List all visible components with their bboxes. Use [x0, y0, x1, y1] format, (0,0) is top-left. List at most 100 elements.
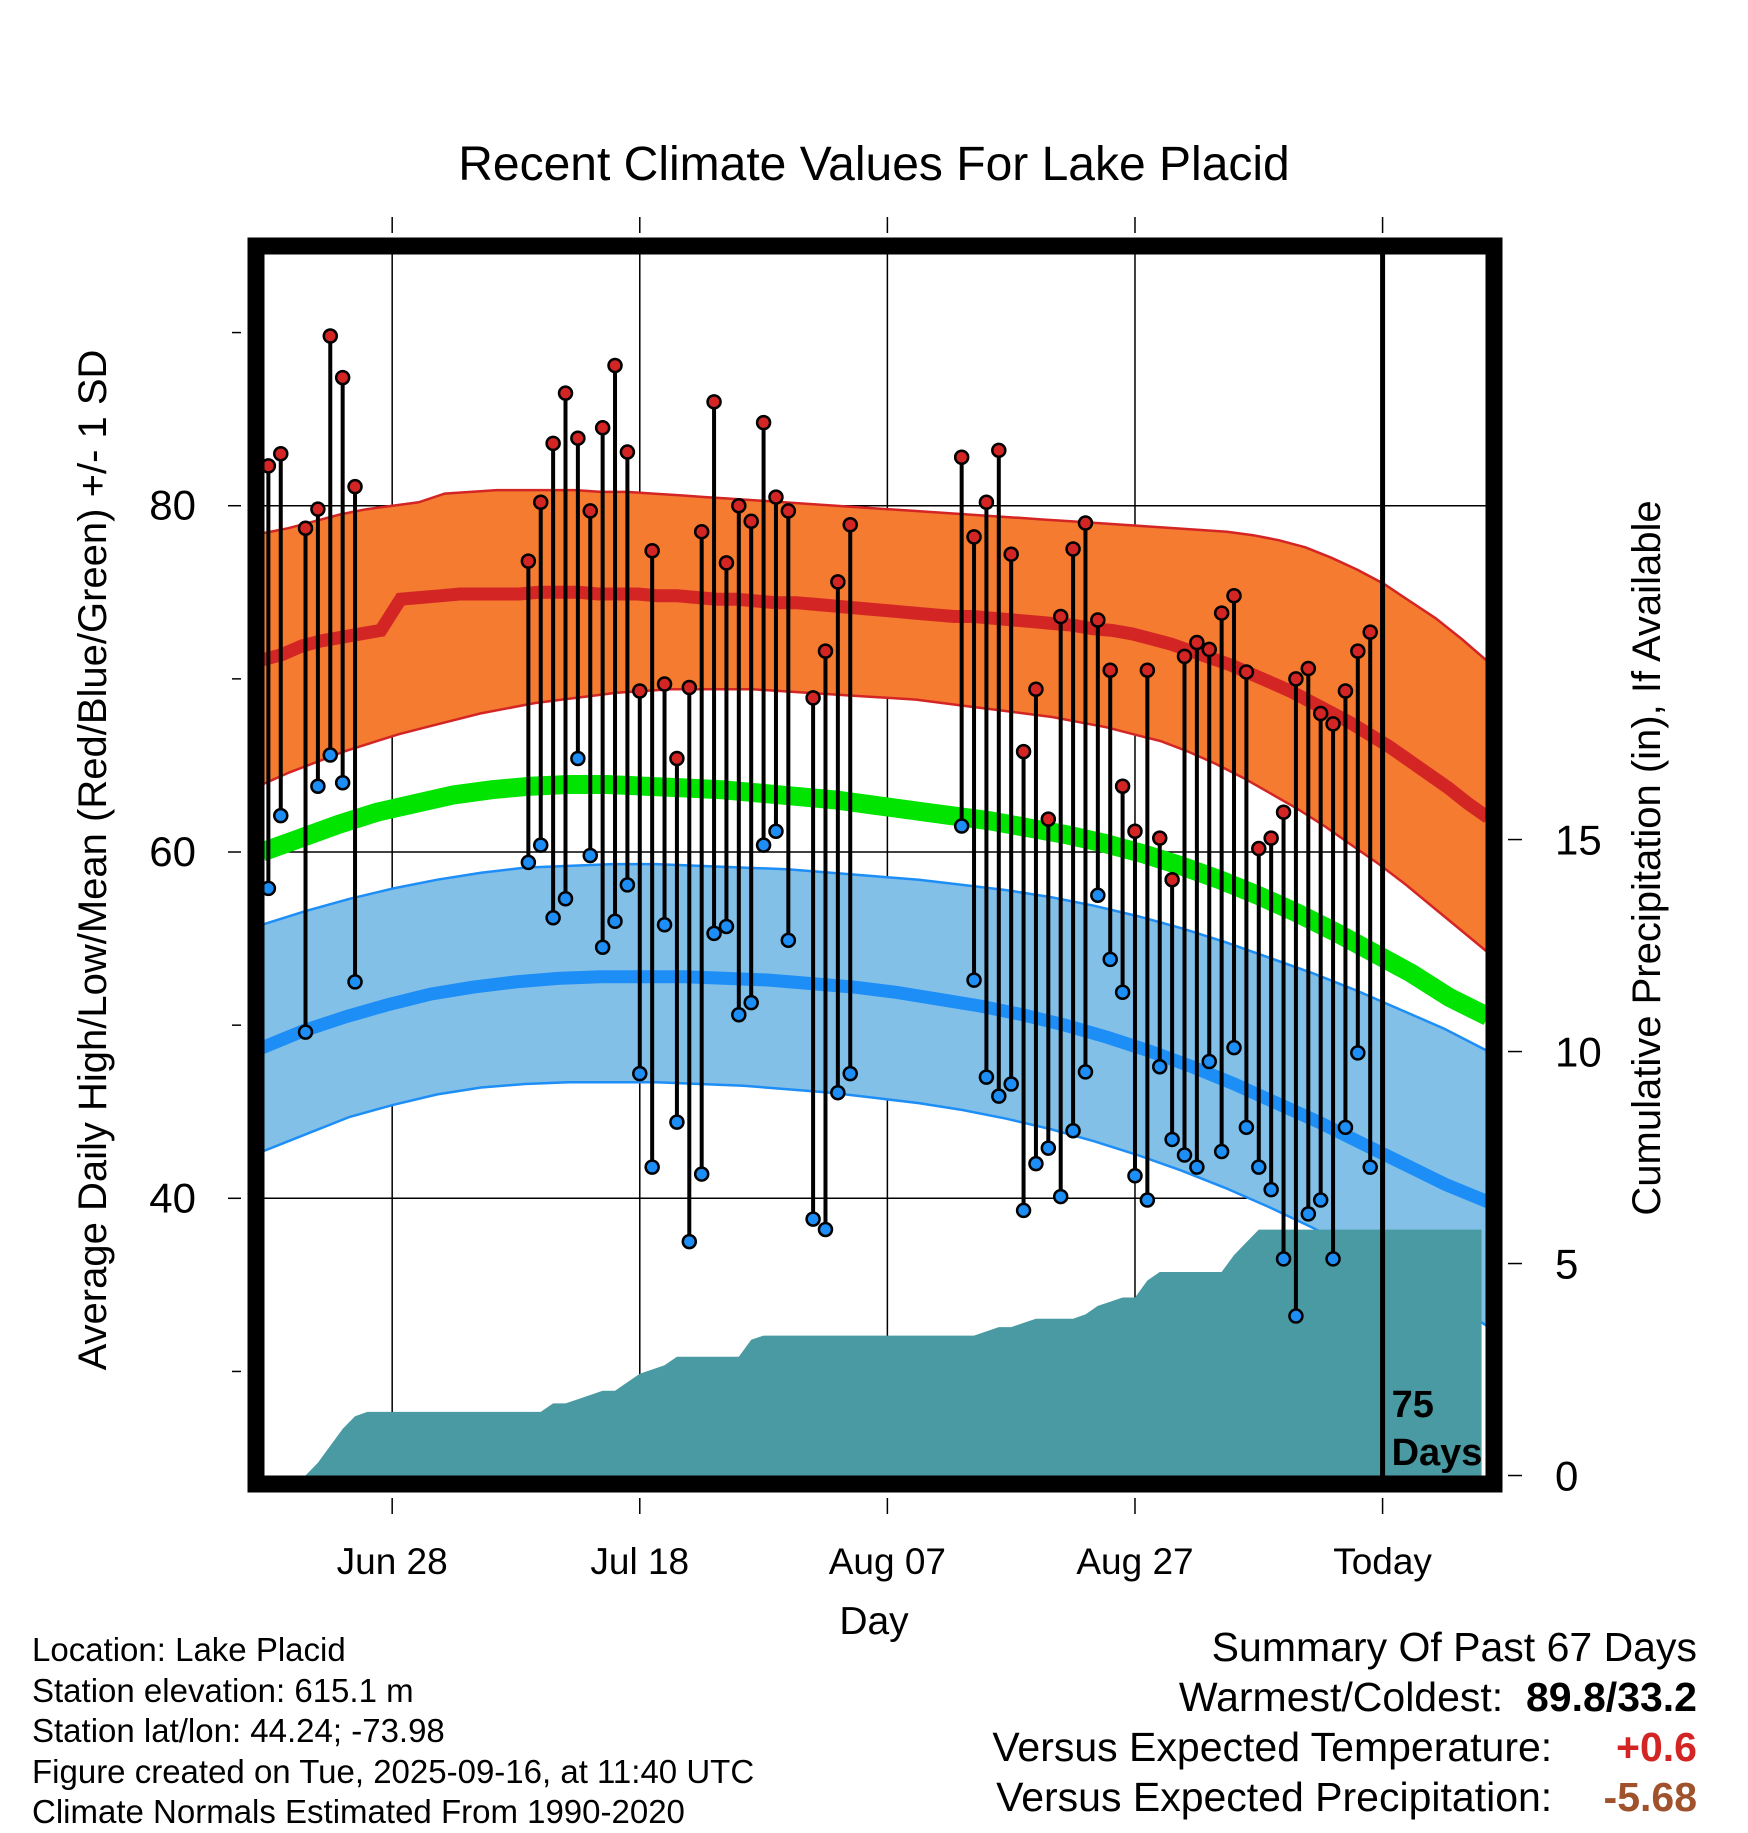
daily-low-point [768, 823, 784, 839]
daily-high-point [1251, 840, 1267, 857]
daily-high-point [780, 503, 797, 519]
daily-low-point [743, 994, 759, 1011]
temp-value: +0.6 [1616, 1724, 1697, 1770]
daily-low-point [1238, 1119, 1255, 1136]
warm-cold-label: Warmest/Coldest: [1178, 1674, 1504, 1720]
daily-high-point [953, 449, 970, 465]
daily-low-point [1040, 1140, 1057, 1156]
daily-high-point [1164, 871, 1180, 888]
daily-high-point [322, 328, 339, 344]
daily-high-point [731, 497, 747, 514]
daily-high-point [582, 503, 599, 519]
summary-temp-row: Versus Expected Temperature: +0.6 [992, 1722, 1697, 1772]
today-days-count: 75 [1392, 1384, 1434, 1426]
daily-high-point [743, 513, 759, 530]
summary-precip-row: Versus Expected Precipitation: -5.68 [992, 1772, 1697, 1822]
x-tick-label: Aug 27 [1076, 1541, 1193, 1582]
precip-tick-label: 0 [1555, 1453, 1578, 1500]
daily-low-point [1003, 1076, 1019, 1092]
location-text: Location: Lake Placid [32, 1631, 346, 1668]
daily-low-point [322, 747, 339, 763]
x-tick-label: Jun 28 [337, 1541, 448, 1582]
daily-high-point [632, 683, 648, 699]
daily-high-point [1077, 515, 1094, 531]
daily-low-point [1028, 1155, 1044, 1172]
daily-low-point [1300, 1206, 1317, 1222]
daily-high-point [830, 574, 846, 590]
daily-low-point [607, 913, 623, 930]
chart-title: Recent Climate Values For Lake Placid [458, 138, 1290, 191]
warm-cold-value: 89.8/33.2 [1526, 1674, 1697, 1720]
daily-low-point [1226, 1039, 1242, 1056]
x-tick-label: Aug 07 [829, 1541, 946, 1582]
daily-high-point [347, 478, 363, 495]
daily-low-point [718, 918, 735, 935]
daily-low-point [1337, 1119, 1354, 1136]
temp-label: Versus Expected Temperature: [992, 1724, 1553, 1770]
daily-low-point [706, 925, 722, 942]
daily-low-point [817, 1221, 834, 1238]
daily-high-point [978, 494, 995, 511]
daily-high-point [1350, 643, 1366, 659]
daily-low-point [1288, 1308, 1304, 1324]
daily-low-point [1164, 1131, 1180, 1148]
latlon-text: Station lat/lon: 44.24; -73.98 [32, 1712, 445, 1749]
daily-high-point [1263, 830, 1279, 846]
daily-low-point [656, 916, 673, 933]
daily-low-point [669, 1114, 685, 1130]
daily-low-point [1176, 1147, 1193, 1163]
daily-high-point [1176, 648, 1193, 665]
daily-low-point [532, 837, 549, 853]
daily-high-point [310, 501, 326, 517]
daily-low-point [1077, 1064, 1094, 1080]
daily-low-point [1201, 1053, 1218, 1070]
daily-high-point [607, 357, 623, 374]
daily-high-point [1226, 588, 1242, 604]
daily-low-point [1189, 1159, 1205, 1175]
daily-high-point [1151, 830, 1168, 846]
daily-high-point [1312, 705, 1329, 722]
daily-low-point [1015, 1202, 1032, 1219]
daily-high-point [594, 420, 611, 436]
daily-low-point [347, 974, 363, 990]
daily-high-point [1015, 743, 1032, 760]
daily-high-point [570, 430, 586, 446]
daily-low-point [1251, 1159, 1267, 1175]
daily-low-point [755, 837, 772, 853]
daily-low-point [1312, 1192, 1329, 1208]
daily-low-point [978, 1069, 995, 1085]
daily-high-point [1065, 541, 1081, 557]
daily-low-point [1127, 1168, 1143, 1184]
normal-high-band-lower-edge [261, 688, 1489, 954]
daily-high-point [1238, 664, 1255, 680]
daily-high-point [1102, 662, 1118, 678]
daily-high-point [334, 369, 351, 386]
daily-high-point [755, 414, 772, 431]
plot-area: 75 Days Jun 28 Jul 18 Aug 07 Aug 27 Today 40 60 8… [149, 217, 1602, 1582]
daily-low-point [780, 932, 797, 949]
daily-high-point [1189, 634, 1205, 651]
daily-low-point [1325, 1251, 1341, 1267]
daily-low-point [557, 891, 574, 907]
daily-high-point [718, 555, 735, 571]
daily-low-point [334, 775, 351, 791]
x-axis-label: Day [839, 1600, 909, 1643]
daily-high-point [1114, 778, 1131, 794]
elevation-text: Station elevation: 615.1 m [32, 1671, 414, 1709]
daily-high-point [273, 446, 289, 462]
daily-low-point [594, 939, 611, 955]
daily-low-point [966, 972, 982, 988]
daily-high-point [817, 643, 834, 659]
daily-high-point [1337, 683, 1354, 699]
precip-tick-label: 10 [1555, 1029, 1602, 1076]
created-text: Figure created on Tue, 2025-09-16, at 11… [32, 1752, 755, 1790]
daily-high-point [1201, 641, 1218, 658]
daily-high-point [619, 444, 636, 460]
daily-high-point [520, 553, 537, 569]
daily-low-point [619, 877, 636, 893]
daily-high-point [1052, 608, 1069, 625]
daily-high-point [557, 385, 574, 401]
daily-high-point [1300, 660, 1317, 677]
daily-low-point [681, 1233, 698, 1250]
daily-low-point [1350, 1045, 1366, 1061]
